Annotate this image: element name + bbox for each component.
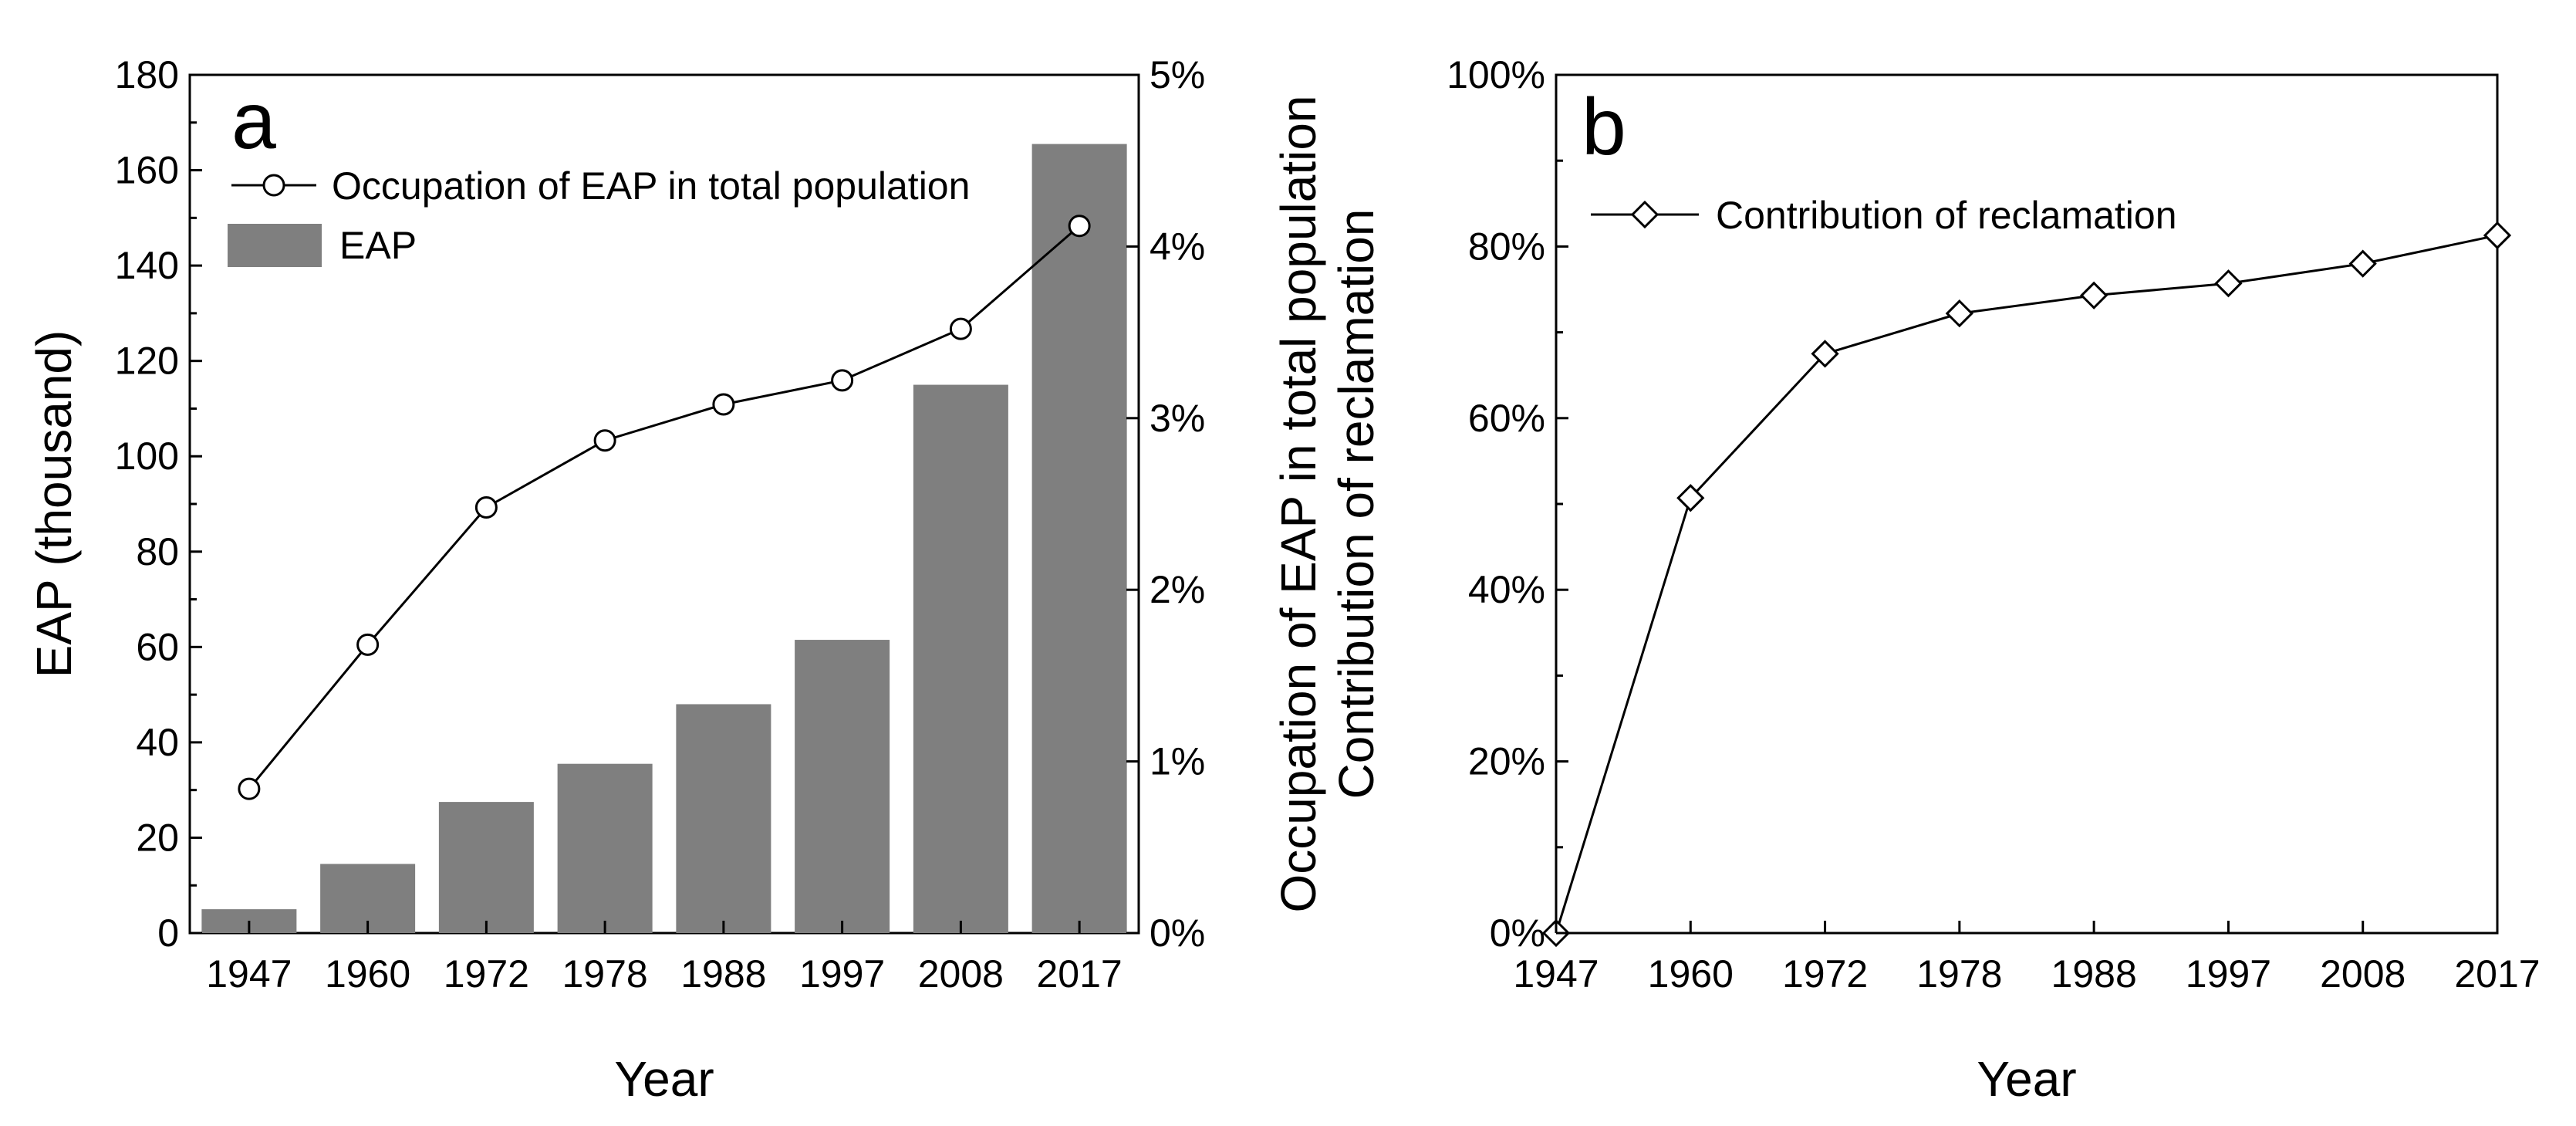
legend-circle-marker <box>262 174 285 197</box>
bar-eap-2008 <box>913 384 1008 933</box>
point-contribution-1997 <box>2214 269 2243 298</box>
panel-a-x-axis-label: Year <box>614 1051 714 1107</box>
left-tick-label: 0 <box>157 911 179 955</box>
left-tick-label: 120 <box>115 340 179 383</box>
panel-a: 0 20 40 60 80 100 120 140 160 180 0% 1% 2% 3% 4% 5% 19… <box>26 53 1326 1107</box>
x-tick-label: 2008 <box>2320 952 2406 996</box>
panel-a-line-series <box>238 215 1091 800</box>
right-tick-label: 5% <box>1150 53 1205 96</box>
panel-a-left-axis-ticks: 0 20 40 60 80 100 120 140 160 180 <box>115 53 202 955</box>
left-tick-label: 20 <box>136 816 179 859</box>
point-contribution-2017 <box>2483 221 2512 250</box>
panel-a-tag: a <box>231 76 276 166</box>
y-tick-label: 0% <box>1490 911 1545 955</box>
panel-b-line-series <box>1541 221 2512 948</box>
x-tick-label: 2017 <box>1037 952 1123 996</box>
panel-a-right-axis-ticks: 0% 1% 2% 3% 4% 5% <box>1126 53 1205 955</box>
right-tick-label: 3% <box>1150 397 1205 440</box>
legend-label-occupation: Occupation of EAP in total population <box>332 164 970 208</box>
point-contribution-1972 <box>1811 340 1839 368</box>
x-tick-label: 1997 <box>2186 952 2271 996</box>
left-tick-label: 80 <box>136 530 179 573</box>
point-contribution-1978 <box>1945 299 1973 328</box>
panel-b-x-axis-ticks: 1947 1960 1972 1978 1988 1997 2008 2017 <box>1513 921 2541 996</box>
x-tick-label: 1978 <box>562 952 648 996</box>
y-tick-label: 80% <box>1468 225 1545 268</box>
x-tick-label: 2017 <box>2454 952 2540 996</box>
point-contribution-1960 <box>1676 484 1705 512</box>
x-tick-label: 1988 <box>2051 952 2137 996</box>
line-contribution-path <box>1555 234 2498 934</box>
panel-a-bars <box>201 144 1127 934</box>
bar-eap-1997 <box>795 640 890 933</box>
x-tick-label: 2008 <box>918 952 1004 996</box>
right-tick-label: 4% <box>1150 225 1205 268</box>
panel-b: 0%20%40%60%80%100% 1947 1960 1972 1978 1988 1… <box>1329 53 2541 1107</box>
panel-b-legend: Contribution of reclamation <box>1591 194 2177 237</box>
left-tick-label: 60 <box>136 625 179 668</box>
left-tick-label: 140 <box>115 244 179 287</box>
panel-b-tag: b <box>1582 83 1626 172</box>
right-tick-label: 0% <box>1150 911 1205 955</box>
x-tick-label: 1972 <box>1782 952 1868 996</box>
y-tick-label: 60% <box>1468 397 1545 440</box>
legend-label-eap: EAP <box>339 224 417 267</box>
left-tick-label: 40 <box>136 721 179 764</box>
panel-b-y-axis-label: Contribution of reclamation <box>1329 209 1384 800</box>
y-tick-label: 100% <box>1447 53 1545 96</box>
point-occupation-1997 <box>831 369 854 392</box>
point-occupation-1972 <box>474 495 498 519</box>
point-occupation-1947 <box>238 777 261 800</box>
point-occupation-1988 <box>712 393 735 416</box>
panel-b-x-axis-label: Year <box>1977 1051 2076 1107</box>
x-tick-label: 1978 <box>1916 952 2002 996</box>
point-contribution-2008 <box>2348 249 2377 278</box>
panel-a-right-axis-label: Occupation of EAP in total population <box>1271 95 1326 912</box>
panel-a-legend: Occupation of EAP in total population EA… <box>228 164 970 267</box>
legend-bar-swatch <box>228 224 322 267</box>
panel-a-x-axis-ticks: 1947 1960 1972 1978 1988 1997 2008 2017 <box>206 921 1123 996</box>
bar-eap-1972 <box>438 802 534 933</box>
bar-eap-1988 <box>676 704 771 933</box>
point-occupation-2017 <box>1068 215 1091 238</box>
x-tick-label: 1960 <box>325 952 410 996</box>
left-tick-label: 160 <box>115 149 179 192</box>
x-tick-label: 1947 <box>1513 952 1599 996</box>
y-tick-label: 20% <box>1468 740 1545 783</box>
x-tick-label: 1988 <box>680 952 766 996</box>
left-tick-label: 100 <box>115 435 179 478</box>
right-tick-label: 2% <box>1150 568 1205 611</box>
bar-eap-1978 <box>557 763 653 933</box>
right-tick-label: 1% <box>1150 740 1205 783</box>
line-occupation-path <box>248 225 1081 790</box>
point-occupation-2008 <box>949 317 972 340</box>
x-tick-label: 1960 <box>1648 952 1734 996</box>
legend-diamond-marker <box>1630 200 1659 229</box>
point-contribution-1988 <box>2080 281 2108 309</box>
x-tick-label: 1972 <box>444 952 529 996</box>
x-tick-label: 1947 <box>206 952 292 996</box>
point-occupation-1978 <box>593 429 616 452</box>
y-tick-label: 40% <box>1468 568 1545 611</box>
panel-b-y-axis-ticks: 0% 20% 40% 60% 80% 100% <box>1447 53 1568 955</box>
point-occupation-1960 <box>356 633 380 656</box>
legend-label-contribution: Contribution of reclamation <box>1716 194 2177 237</box>
bar-eap-2017 <box>1031 144 1127 934</box>
panel-a-y-axis-label: EAP (thousand) <box>26 330 82 678</box>
x-tick-label: 1997 <box>799 952 885 996</box>
left-tick-label: 180 <box>115 53 179 96</box>
